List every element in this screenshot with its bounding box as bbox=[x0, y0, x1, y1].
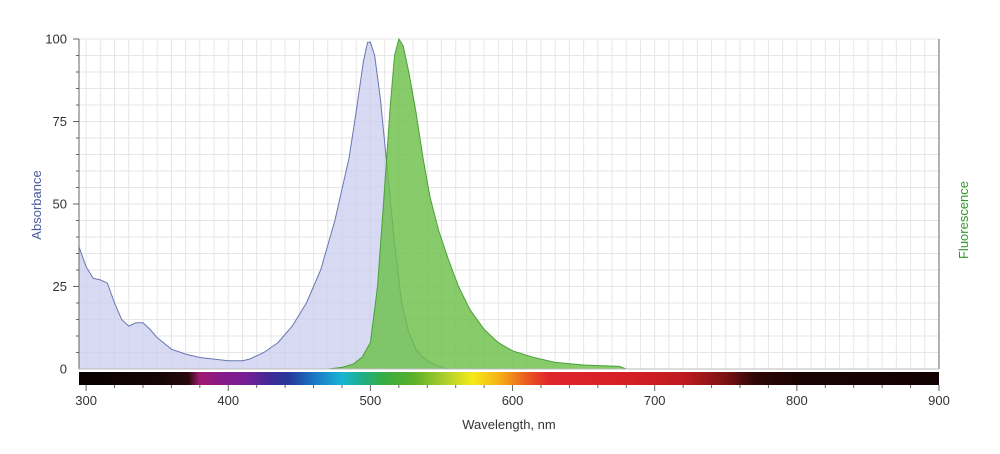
y-tick-label: 0 bbox=[60, 362, 67, 377]
x-tick-label: 500 bbox=[360, 393, 382, 408]
grid bbox=[79, 38, 940, 369]
fluorescence-area bbox=[327, 39, 627, 369]
x-tick-label: 300 bbox=[75, 393, 97, 408]
x-tick-label: 400 bbox=[217, 393, 239, 408]
x-axis-title: Wavelength, nm bbox=[462, 417, 555, 432]
x-tick-label: 700 bbox=[644, 393, 666, 408]
fluorescence-curve bbox=[327, 37, 627, 370]
axes bbox=[73, 38, 940, 391]
tick-labels: 300 400 500 600 700 800 900 0 25 50 75 100 bbox=[45, 32, 950, 409]
x-tick-label: 900 bbox=[928, 393, 950, 408]
x-tick-label: 600 bbox=[502, 393, 524, 408]
x-tick-label: 800 bbox=[786, 393, 808, 408]
y-axis-title-fluorescence: Fluorescence bbox=[956, 181, 971, 259]
y-tick-label: 75 bbox=[53, 114, 67, 129]
series-layer bbox=[78, 37, 627, 370]
y-tick-label: 100 bbox=[45, 32, 67, 47]
y-tick-label: 25 bbox=[53, 279, 67, 294]
y-axis-title-absorbance: Absorbance bbox=[29, 170, 44, 239]
absorbance-area bbox=[79, 42, 449, 370]
y-tick-label: 50 bbox=[53, 197, 67, 212]
visible-spectrum-bar bbox=[79, 372, 939, 385]
